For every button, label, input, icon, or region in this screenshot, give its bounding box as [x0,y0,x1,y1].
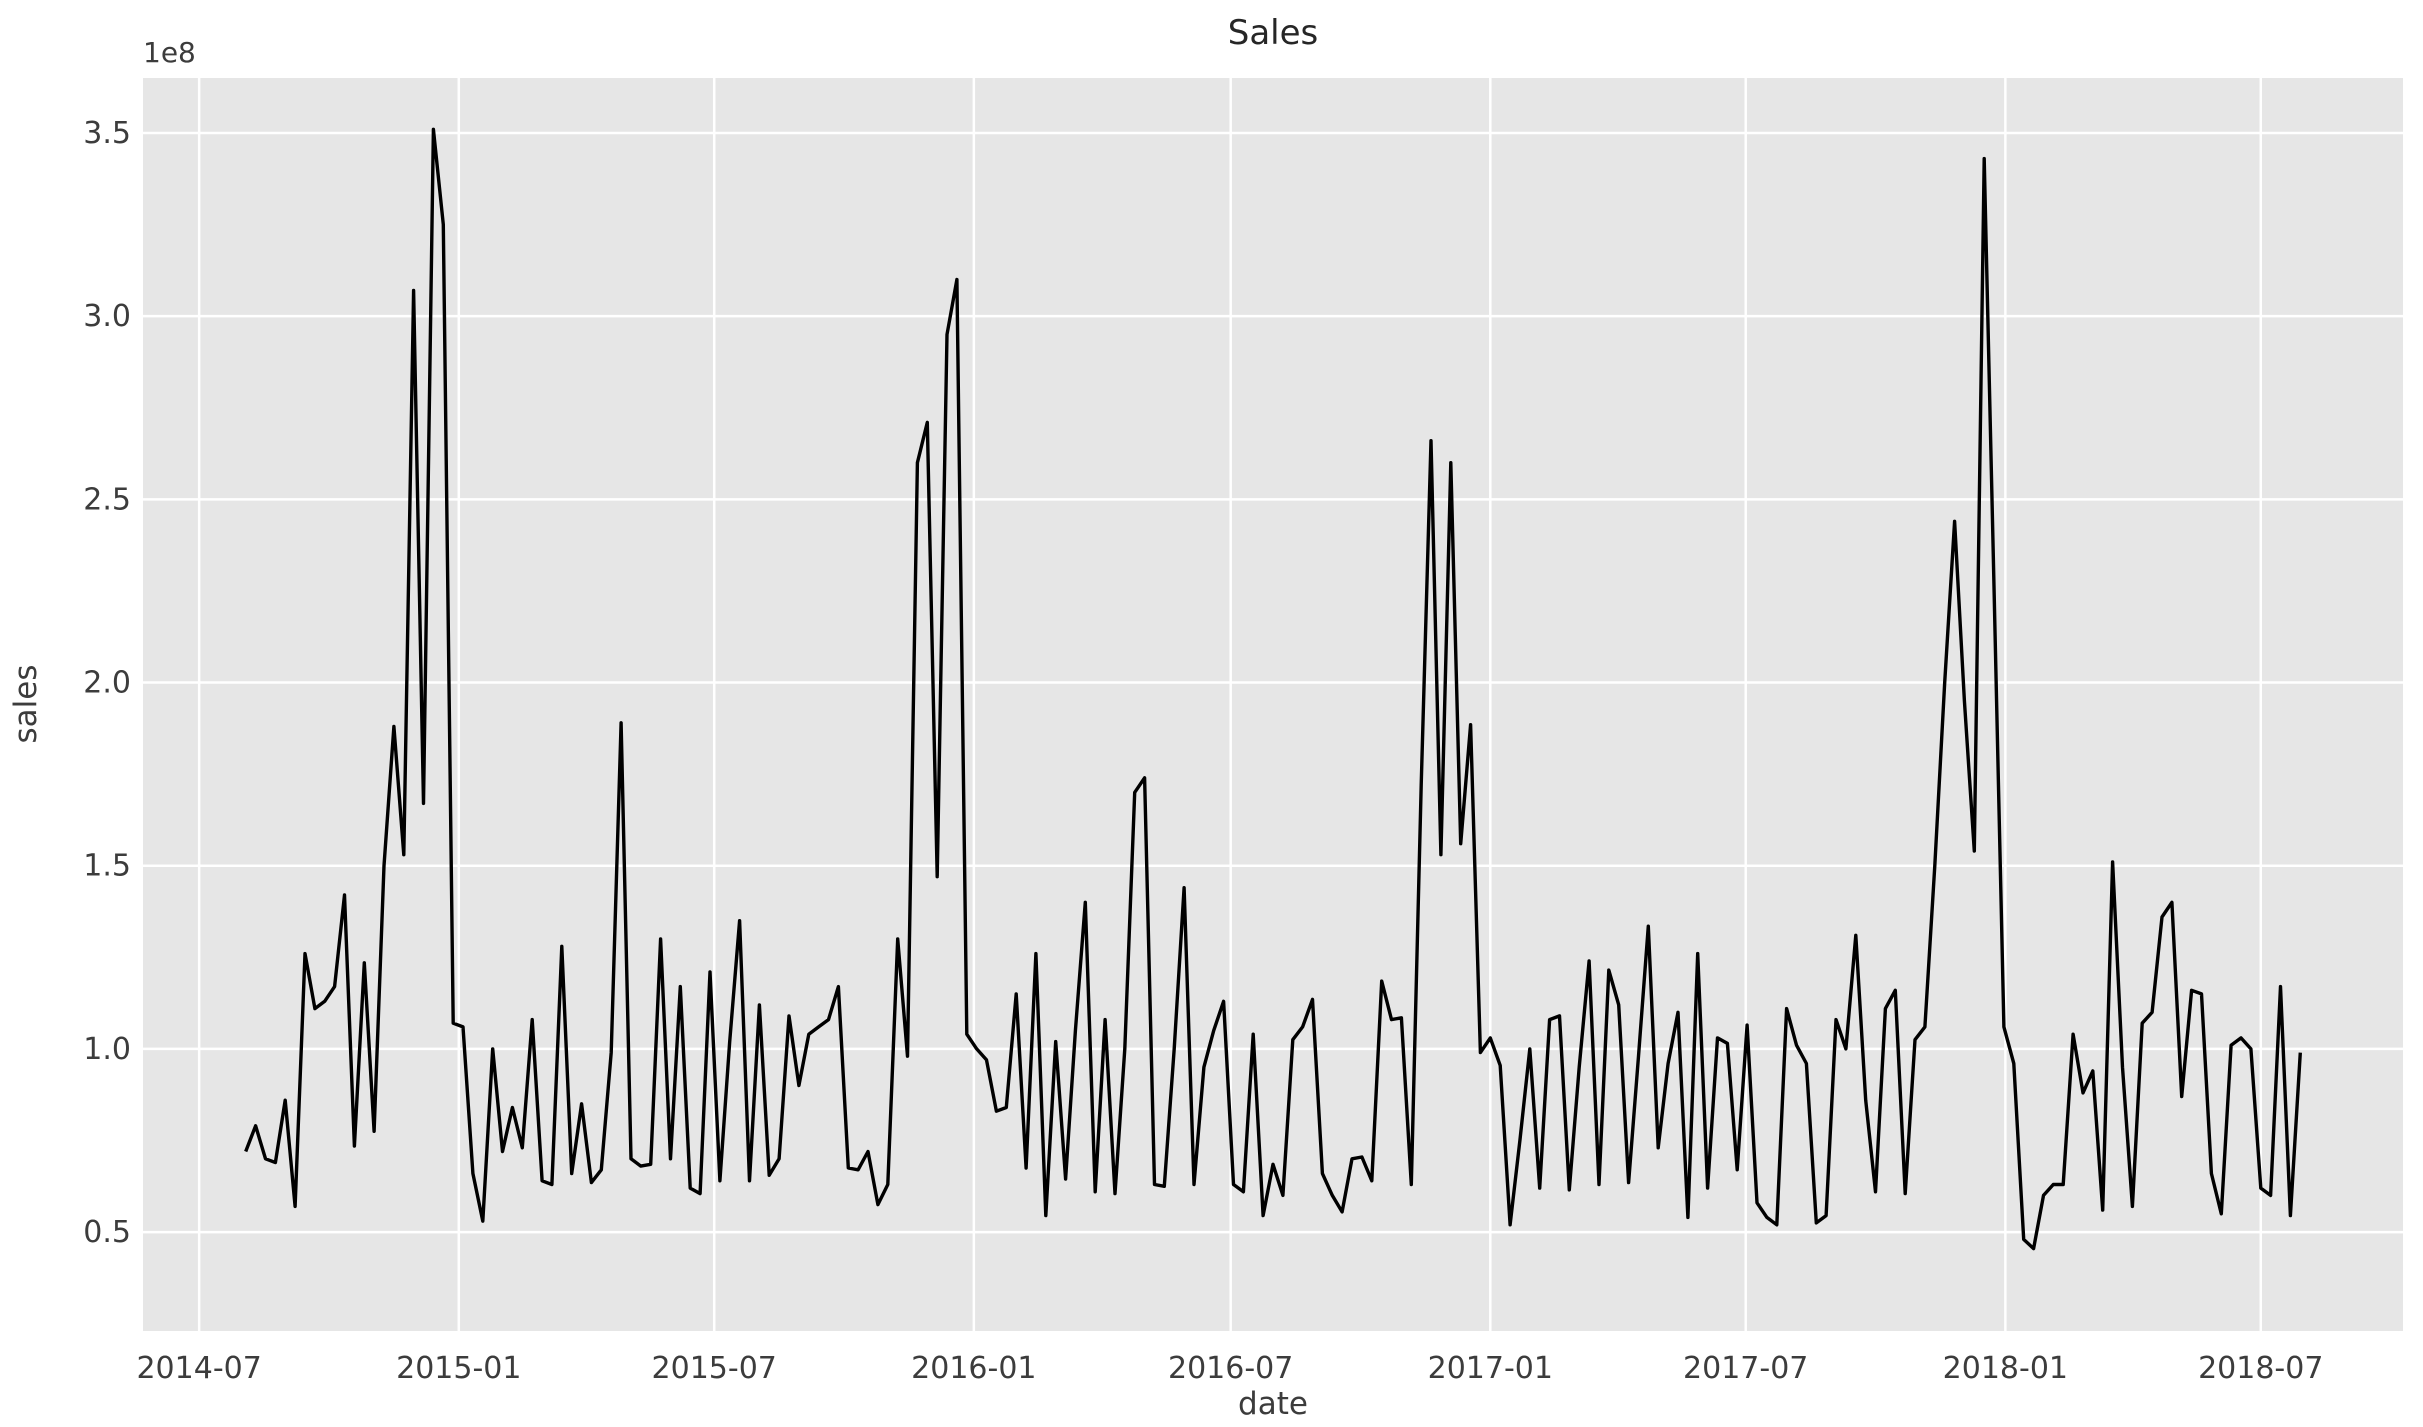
y-tick-label: 1.0 [83,1032,131,1067]
y-tick-label: 2.5 [83,482,131,517]
plot-background [143,78,2403,1331]
x-tick-label: 2017-01 [1428,1351,1553,1386]
x-tick-label: 2017-07 [1683,1351,1808,1386]
y-axis-label: sales [8,665,44,744]
gridlines [143,78,2403,1331]
x-tick-label: 2015-01 [396,1351,521,1386]
y-tick-label: 0.5 [83,1215,131,1250]
x-axis-label: date [1238,1386,1308,1422]
x-tick-label: 2015-07 [652,1351,777,1386]
sales-series-line [244,127,2302,1251]
y-tick-label: 2.0 [83,666,131,701]
x-axis-tick-labels: 2014-07 2015-01 2015-07 2016-01 2016-07 2017-… [136,1351,2323,1386]
x-tick-label: 2018-07 [2198,1351,2323,1386]
chart-title: Sales [1228,13,1319,53]
y-tick-label: 3.5 [83,116,131,151]
x-tick-label: 2018-01 [1943,1351,2068,1386]
x-tick-label: 2014-07 [136,1351,261,1386]
x-tick-label: 2016-01 [911,1351,1036,1386]
x-tick-label: 2016-07 [1168,1351,1293,1386]
y-axis-tick-labels: 0.5 1.0 1.5 2.0 2.5 3.0 3.5 [83,116,131,1250]
y-tick-label: 3.0 [83,299,131,334]
y-tick-label: 1.5 [83,849,131,884]
y-axis-offset-text: 1e8 [143,36,196,69]
